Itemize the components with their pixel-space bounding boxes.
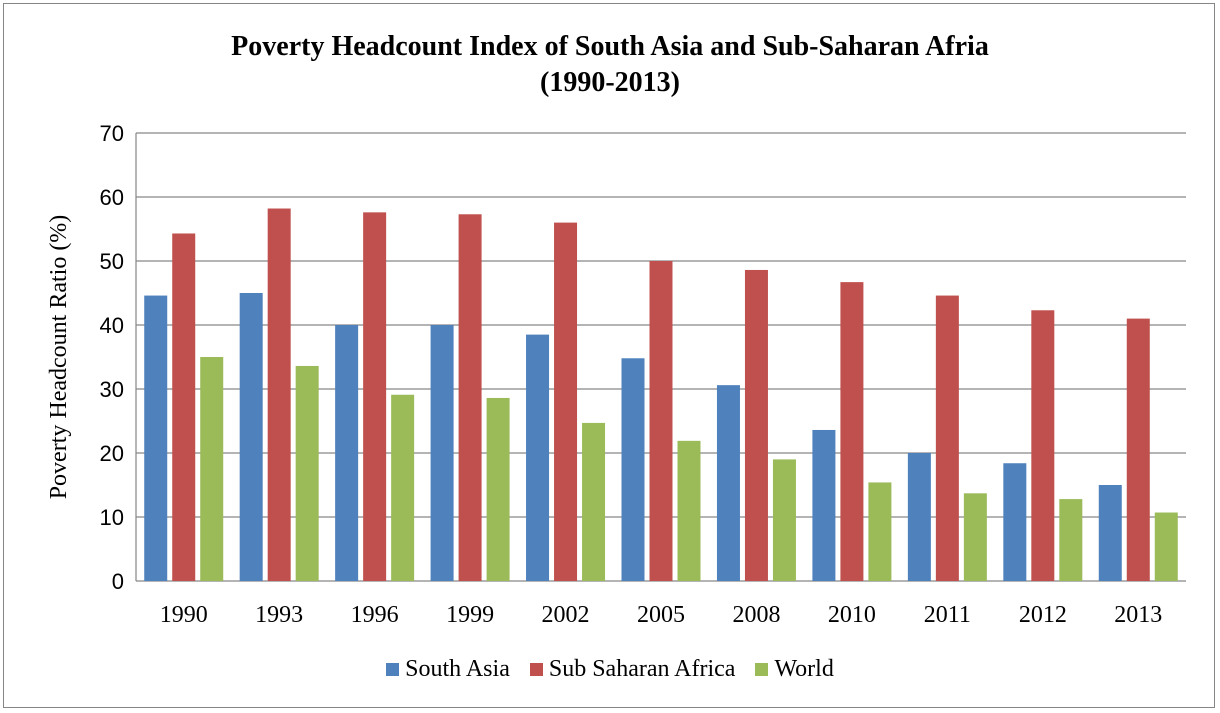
bar-world-1999 [486,397,510,581]
chart-subtitle: (1990-2013) [540,67,680,98]
y-tick-labels: 0 10 20 30 40 50 60 70 [100,121,124,594]
legend-swatch [386,663,400,676]
bar-sub-saharan-africa-1990 [172,233,196,582]
x-tick-label: 2013 [1114,602,1162,628]
bar-south-asia-2010 [812,429,836,581]
bar-sub-saharan-africa-2011 [935,295,959,581]
x-tick-label: 1999 [446,602,494,628]
bar-sub-saharan-africa-2010 [840,282,864,581]
x-tick-label: 2002 [542,602,590,628]
x-tick-label: 2005 [637,602,685,628]
y-tick-label: 70 [100,121,124,146]
y-tick-label: 20 [100,441,124,466]
chart-title: Poverty Headcount Index of South Asia an… [231,31,989,62]
x-tick-labels: 1990 1993 1996 1999 2002 2005 2008 2010 2011 2012… [160,602,1163,628]
y-tick-label: 30 [100,377,124,402]
bar-sub-saharan-africa-2012 [1031,310,1055,581]
bar-sub-saharan-africa-1993 [267,208,291,581]
bar-south-asia-1996 [335,325,359,581]
bar-sub-saharan-africa-1999 [458,214,482,581]
bars [144,208,1178,582]
bar-world-2010 [868,482,892,581]
y-tick-label: 10 [100,505,124,530]
bar-south-asia-1990 [144,295,168,581]
x-tick-label: 2010 [828,602,876,628]
bar-sub-saharan-africa-2013 [1126,318,1150,581]
legend-swatch [529,663,543,676]
x-tick-label: 2012 [1019,602,1067,628]
y-tick-label: 50 [100,249,124,274]
x-tick-label: 1990 [160,602,208,628]
bar-south-asia-2008 [716,385,740,581]
bar-sub-saharan-africa-2008 [744,269,768,581]
legend-item: South Asia [386,656,510,683]
y-tick-label: 60 [100,185,124,210]
bar-world-1990 [200,357,224,581]
bar-south-asia-2005 [621,358,645,581]
y-tick-label: 0 [112,569,124,594]
bar-south-asia-2002 [526,334,550,581]
bar-world-2013 [1154,512,1178,581]
legend: South Asia Sub Saharan Africa World [0,656,1220,683]
bar-world-2008 [772,459,796,581]
bar-world-2002 [582,422,606,581]
bar-south-asia-1993 [239,293,263,581]
bar-sub-saharan-africa-2002 [554,222,578,581]
bar-south-asia-1999 [430,325,454,581]
bar-world-2005 [677,440,701,581]
x-tick-label: 1996 [351,602,399,628]
legend-label: South Asia [405,656,510,682]
x-tick-label: 2008 [732,602,780,628]
bar-world-1996 [391,394,415,581]
legend-swatch [755,663,769,676]
chart-frame [3,3,1215,708]
legend-item: Sub Saharan Africa [529,656,736,683]
y-axis-label: Poverty Headcount Ratio (%) [46,215,72,500]
bar-world-1993 [295,365,319,581]
x-tick-label: 1993 [255,602,303,628]
bar-south-asia-2013 [1098,485,1122,581]
legend-label: Sub Saharan Africa [548,656,736,682]
x-tick-label: 2011 [924,602,971,628]
bar-sub-saharan-africa-1996 [363,212,387,582]
legend-item: World [755,656,834,683]
legend-label: World [774,656,834,682]
y-tick-label: 40 [100,313,124,338]
bar-world-2012 [1059,499,1083,581]
bar-world-2011 [963,493,987,581]
bar-sub-saharan-africa-2005 [649,261,673,581]
bar-south-asia-2011 [907,453,931,581]
bar-south-asia-2012 [1003,463,1027,581]
